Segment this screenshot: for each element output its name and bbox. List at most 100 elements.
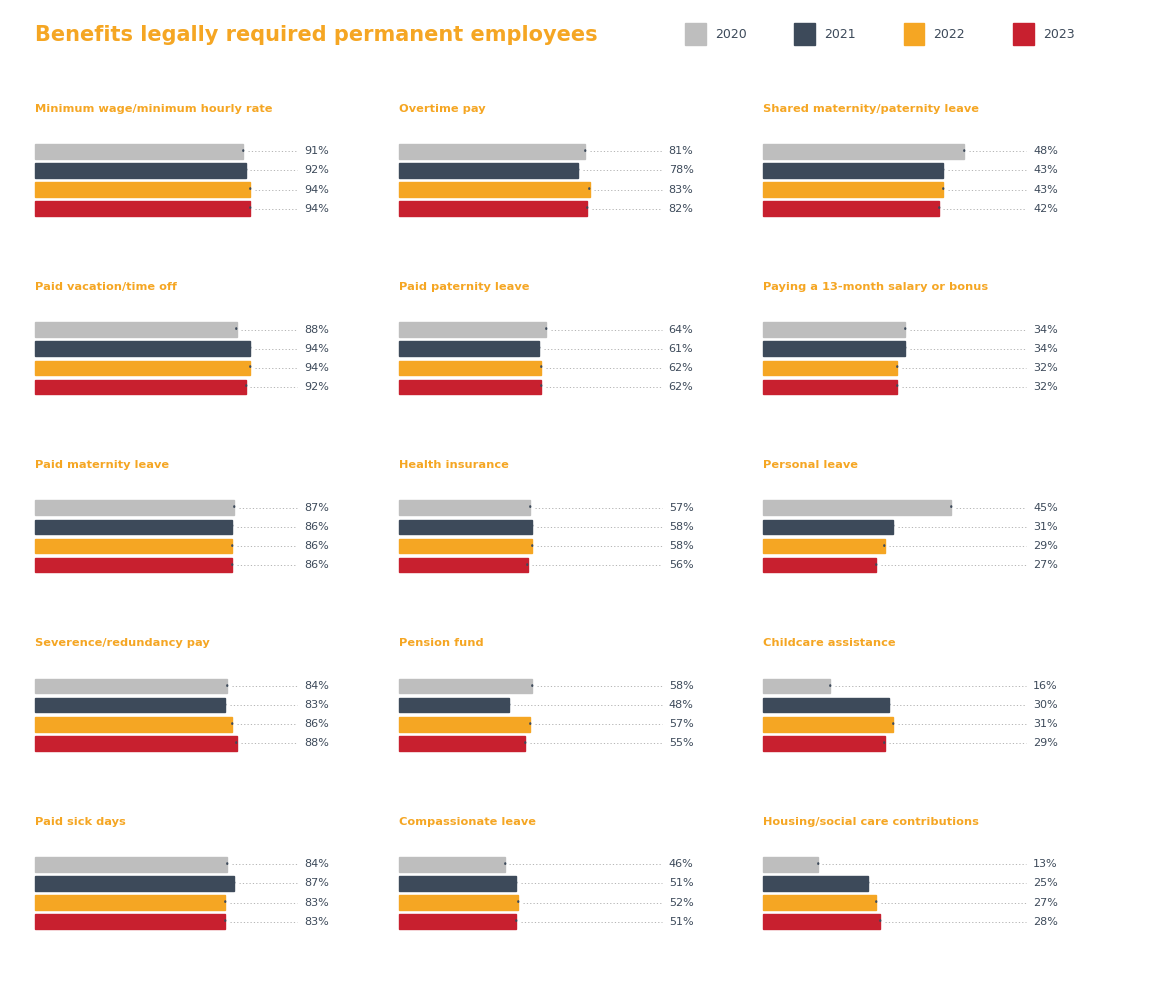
Text: Severence/redundancy pay: Severence/redundancy pay [35,638,209,649]
Text: 34%: 34% [1034,324,1058,334]
Text: 51%: 51% [669,916,693,926]
Text: •: • [816,860,820,869]
Text: •: • [529,682,534,691]
Text: Paying a 13-month salary or bonus: Paying a 13-month salary or bonus [763,282,989,292]
Text: 2021: 2021 [824,28,855,40]
Text: 62%: 62% [669,382,694,392]
Text: •: • [513,879,518,888]
Text: Paid paternity leave: Paid paternity leave [399,282,529,292]
Text: 2023: 2023 [1043,28,1074,40]
Text: •: • [874,898,878,907]
Text: 83%: 83% [304,700,329,710]
Text: •: • [230,523,235,532]
Text: Overtime pay: Overtime pay [399,104,486,114]
Text: •: • [961,147,966,156]
Text: •: • [249,364,252,373]
Text: •: • [883,739,886,748]
Text: •: • [223,917,228,926]
Text: Paid sick days: Paid sick days [35,817,125,827]
Text: •: • [506,701,511,710]
Text: Paid maternity leave: Paid maternity leave [35,460,169,470]
Text: •: • [585,204,589,213]
Text: 48%: 48% [1034,146,1058,156]
Text: 84%: 84% [304,681,329,691]
Text: 13%: 13% [1034,859,1058,869]
Text: •: • [527,504,532,513]
Text: •: • [529,523,534,532]
Text: 34%: 34% [1034,343,1058,353]
Text: 58%: 58% [669,522,694,532]
Text: 61%: 61% [669,343,693,353]
Text: Compassionate leave: Compassionate leave [399,817,536,827]
Text: •: • [249,185,252,194]
Text: 2022: 2022 [933,28,965,40]
Text: 31%: 31% [1034,719,1058,729]
Text: 78%: 78% [669,165,694,175]
Text: Paid vacation/time off: Paid vacation/time off [35,282,176,292]
Text: 64%: 64% [669,324,694,334]
Text: •: • [582,147,587,156]
Text: •: • [230,542,235,551]
Text: 94%: 94% [304,203,329,213]
Text: 62%: 62% [669,363,694,373]
Text: 28%: 28% [1034,916,1058,926]
Text: 57%: 57% [669,502,694,513]
Text: •: • [249,204,252,213]
Text: 55%: 55% [669,738,693,748]
Text: 82%: 82% [669,203,694,213]
Text: •: • [891,720,895,729]
Text: 92%: 92% [304,165,329,175]
Text: •: • [226,682,230,691]
Text: •: • [539,383,543,392]
Text: Shared maternity/paternity leave: Shared maternity/paternity leave [763,104,980,114]
Text: •: • [529,542,534,551]
Text: 81%: 81% [669,146,694,156]
Text: •: • [874,561,878,570]
Text: •: • [513,917,518,926]
Text: •: • [539,364,543,373]
Text: •: • [940,185,945,194]
Text: 92%: 92% [304,382,329,392]
Text: Benefits legally required permanent employees: Benefits legally required permanent empl… [35,25,597,45]
Text: 83%: 83% [669,184,694,194]
Text: •: • [223,898,228,907]
Text: 32%: 32% [1034,382,1058,392]
Text: •: • [894,383,899,392]
Text: 16%: 16% [1034,681,1058,691]
Text: •: • [878,917,883,926]
Text: 94%: 94% [304,363,329,373]
Text: 27%: 27% [1034,560,1058,570]
Text: 86%: 86% [304,719,329,729]
Text: 86%: 86% [304,522,329,532]
Text: 29%: 29% [1034,541,1058,551]
Text: 32%: 32% [1034,363,1058,373]
Text: 25%: 25% [1034,878,1058,888]
Text: 57%: 57% [669,719,694,729]
Text: 52%: 52% [669,897,694,907]
Text: 87%: 87% [304,878,329,888]
Text: •: • [242,147,245,156]
Text: •: • [536,344,541,353]
Text: Childcare assistance: Childcare assistance [763,638,897,649]
Text: 29%: 29% [1034,738,1058,748]
Text: •: • [937,204,942,213]
Text: •: • [244,166,247,175]
Text: •: • [226,860,230,869]
Text: Housing/social care contributions: Housing/social care contributions [763,817,980,827]
Text: 56%: 56% [669,560,693,570]
Text: •: • [950,504,954,513]
Text: •: • [235,739,239,748]
Text: Minimum wage/minimum hourly rate: Minimum wage/minimum hourly rate [35,104,272,114]
Text: 94%: 94% [304,343,329,353]
Text: •: • [587,185,592,194]
Text: 88%: 88% [304,324,329,334]
Text: 51%: 51% [669,878,693,888]
Text: 58%: 58% [669,541,694,551]
Text: 46%: 46% [669,859,694,869]
Text: Health insurance: Health insurance [399,460,509,470]
Text: 86%: 86% [304,560,329,570]
Text: •: • [523,739,527,748]
Text: •: • [230,720,235,729]
Text: 91%: 91% [304,146,329,156]
Text: Pension fund: Pension fund [399,638,483,649]
